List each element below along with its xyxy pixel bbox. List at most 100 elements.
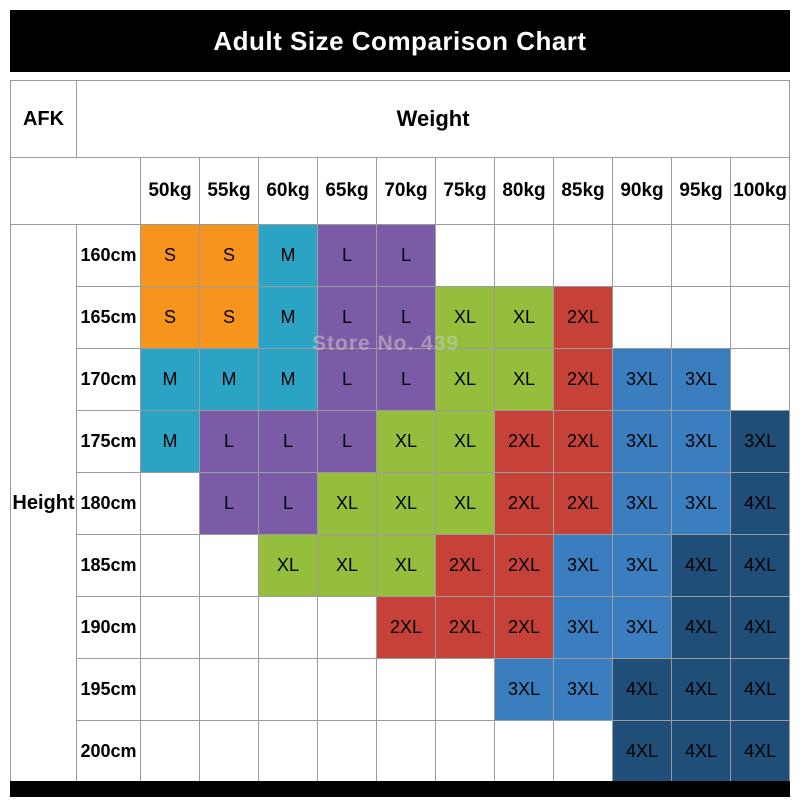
size-cell: M xyxy=(140,348,200,411)
size-cell: L xyxy=(317,224,377,287)
size-cell: XL xyxy=(317,472,377,535)
size-cell: 3XL xyxy=(612,472,672,535)
size-cell: 2XL xyxy=(494,410,554,473)
size-cell: XL xyxy=(435,410,495,473)
weight-header-cell: 65kg xyxy=(317,157,377,225)
size-cell: 2XL xyxy=(553,410,613,473)
table-row: Height 160cm S S M L L xyxy=(10,224,791,783)
size-cell: XL xyxy=(435,348,495,411)
height-row-label: 185cm xyxy=(76,534,141,597)
size-cell: L xyxy=(376,224,436,287)
table-row: 185cm XL XL XL 2XL 2XL 3XL 3XL 4XL 4XL xyxy=(11,534,791,597)
size-cell: L xyxy=(317,286,377,349)
size-cell: XL xyxy=(494,286,554,349)
size-cell: S xyxy=(199,286,259,349)
size-cell: XL xyxy=(435,472,495,535)
size-cell: XL xyxy=(258,534,318,597)
empty-cell xyxy=(199,658,259,721)
size-cell: 3XL xyxy=(729,410,791,473)
size-cell: 2XL xyxy=(553,348,613,411)
size-cell: 4XL xyxy=(729,596,791,659)
empty-cell xyxy=(494,720,554,783)
weight-header-cell: 90kg xyxy=(612,157,672,225)
size-cell: 3XL xyxy=(553,534,613,597)
empty-cell xyxy=(553,224,613,287)
size-cell: S xyxy=(140,286,200,349)
size-cell: L xyxy=(376,348,436,411)
size-cell: M xyxy=(258,286,318,349)
size-cell: 3XL xyxy=(612,348,672,411)
size-cell: S xyxy=(140,224,200,287)
empty-cell xyxy=(612,286,672,349)
empty-cell xyxy=(140,472,200,535)
blank-corner-cell xyxy=(10,157,141,225)
afk-cell: AFK xyxy=(10,80,77,158)
size-cell: 2XL xyxy=(494,534,554,597)
size-cell: L xyxy=(376,286,436,349)
size-cell: L xyxy=(317,348,377,411)
empty-cell xyxy=(729,348,791,411)
size-cell: 2XL xyxy=(376,596,436,659)
size-cell: 4XL xyxy=(729,720,791,783)
empty-cell xyxy=(376,658,436,721)
table-row: 175cm M L L L XL XL 2XL 2XL 3XL 3XL 3XL xyxy=(11,410,791,473)
size-cell: 3XL xyxy=(553,658,613,721)
height-row-label: 200cm xyxy=(76,720,141,783)
size-cell: 4XL xyxy=(671,534,731,597)
empty-cell xyxy=(435,224,495,287)
size-cell: 4XL xyxy=(671,720,731,783)
empty-cell xyxy=(376,720,436,783)
weight-group-header: Weight xyxy=(75,80,791,158)
size-cell: XL xyxy=(317,534,377,597)
empty-cell xyxy=(729,224,791,287)
empty-cell xyxy=(140,596,200,659)
size-cell: 3XL xyxy=(671,348,731,411)
empty-cell xyxy=(258,596,318,659)
empty-cell xyxy=(199,596,259,659)
empty-cell xyxy=(671,224,731,287)
weight-header-cell: 60kg xyxy=(258,157,318,225)
size-cell: XL xyxy=(376,410,436,473)
weight-header-row: 50kg 55kg 60kg 65kg 70kg 75kg 80kg 85kg 90kg 95kg… xyxy=(10,157,791,225)
empty-cell xyxy=(317,596,377,659)
size-cell: XL xyxy=(376,534,436,597)
size-cell: M xyxy=(199,348,259,411)
empty-cell xyxy=(199,720,259,783)
size-cell: S xyxy=(199,224,259,287)
size-cell: 4XL xyxy=(612,720,672,783)
empty-cell xyxy=(140,658,200,721)
size-cell: 4XL xyxy=(729,534,791,597)
size-cell: 3XL xyxy=(553,596,613,659)
size-cell: XL xyxy=(494,348,554,411)
size-cell: M xyxy=(258,348,318,411)
empty-cell xyxy=(435,720,495,783)
height-row-label: 190cm xyxy=(76,596,141,659)
group-header-row: AFK Weight xyxy=(10,80,791,158)
size-cell: L xyxy=(258,472,318,535)
height-row-label: 160cm xyxy=(76,224,141,287)
empty-cell xyxy=(671,286,731,349)
size-cell: 3XL xyxy=(671,410,731,473)
size-cell: XL xyxy=(376,472,436,535)
table-row: 170cm M M M L L XL XL 2XL 3XL 3XL xyxy=(11,348,791,411)
size-cell: 2XL xyxy=(494,472,554,535)
table-row: 180cm L L XL XL XL 2XL 2XL 3XL 3XL 4XL xyxy=(11,472,791,535)
empty-cell xyxy=(258,720,318,783)
weight-header-cell: 80kg xyxy=(494,157,554,225)
height-row-label: 170cm xyxy=(76,348,141,411)
weight-header-cell: 85kg xyxy=(553,157,613,225)
weight-header-cell: 100kg xyxy=(729,157,791,225)
size-cell: L xyxy=(317,410,377,473)
bottom-black-bar xyxy=(10,781,790,797)
size-cell: 3XL xyxy=(612,596,672,659)
height-row-label: 180cm xyxy=(76,472,141,535)
size-cell: XL xyxy=(435,286,495,349)
size-cell: M xyxy=(258,224,318,287)
empty-cell xyxy=(553,720,613,783)
size-cell: 2XL xyxy=(435,534,495,597)
empty-cell xyxy=(317,658,377,721)
size-cell: 4XL xyxy=(671,658,731,721)
size-cell: M xyxy=(140,410,200,473)
height-row-label: 165cm xyxy=(76,286,141,349)
empty-cell xyxy=(435,658,495,721)
